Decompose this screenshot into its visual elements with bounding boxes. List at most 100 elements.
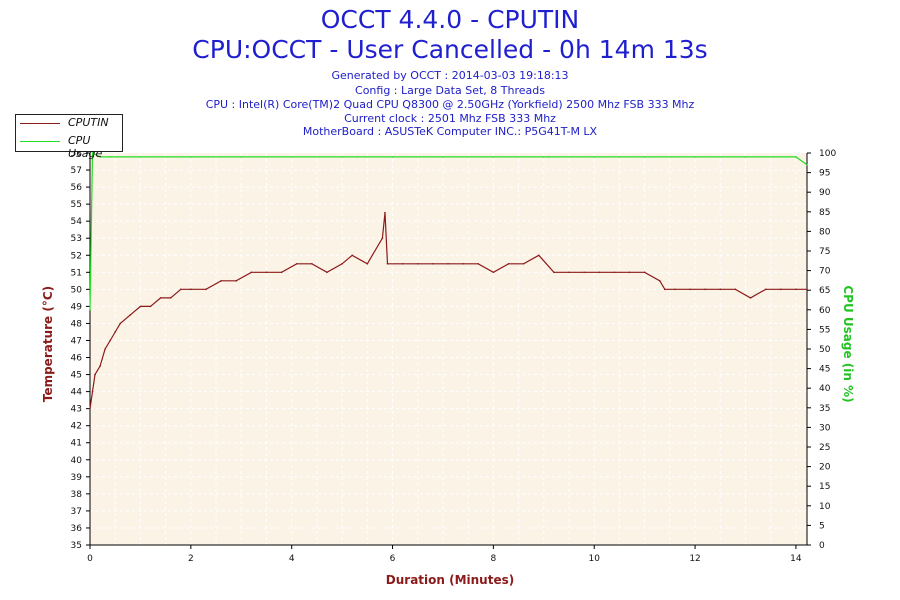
series-line-cpu-usage-point: [341, 156, 343, 158]
info-generated: Generated by OCCT : 2014-03-03 19:18:13: [331, 69, 569, 82]
series-line-cpu-usage-point: [139, 156, 142, 158]
series-line-cputin-point: [119, 322, 122, 325]
x-tick-label: 2: [188, 554, 194, 564]
y-tick-label-left: 58: [71, 149, 83, 159]
legend-swatch-cpu-usage: [20, 141, 60, 142]
series-line-cputin-point: [719, 288, 722, 291]
y-tick-label-right: 20: [819, 463, 831, 473]
series-line-cpu-usage-point: [618, 156, 621, 158]
series-line-cputin-point: [159, 297, 162, 299]
legend-label-cputin: CPUTIN: [68, 116, 109, 129]
series-line-cputin-point: [220, 280, 222, 282]
y-tick-label-left: 56: [71, 183, 83, 193]
series-line-cputin-point: [477, 262, 480, 265]
series-line-cputin-point: [384, 211, 386, 214]
series-line-cputin-point: [613, 271, 616, 274]
y-tick-label-right: 100: [819, 149, 836, 159]
x-tick-label: 8: [491, 554, 497, 564]
y-tick-label-right: 55: [819, 325, 830, 335]
legend-item-cputin: CPUTIN: [16, 115, 122, 133]
info-config: Config : Large Data Set, 8 Threads: [355, 84, 545, 97]
series-line-cpu-usage-point: [290, 156, 293, 158]
y-tick-label-right: 60: [819, 306, 831, 316]
x-axis-label: Duration (Minutes): [385, 573, 515, 587]
y-tick-label-left: 38: [71, 490, 83, 500]
series-line-cpu-usage-point: [593, 156, 596, 158]
series-line-cputin-point: [779, 288, 782, 291]
y-tick-label-left: 48: [71, 319, 83, 329]
series-line-cputin-point: [250, 271, 253, 274]
series-line-cpu-usage-point: [795, 156, 797, 158]
y-tick-label-left: 51: [71, 268, 82, 278]
series-line-cpu-usage-point: [391, 156, 394, 158]
y-tick-label-left: 46: [71, 354, 83, 364]
y-tick-label-right: 95: [819, 169, 830, 179]
x-tick-label: 4: [289, 554, 295, 564]
y-tick-label-left: 44: [71, 388, 83, 398]
x-tick-label: 10: [588, 554, 600, 564]
series-line-cpu-usage-point: [806, 163, 808, 166]
series-line-cputin-point: [658, 280, 661, 282]
series-line-cputin-point: [643, 271, 646, 274]
series-line-cputin-point: [311, 262, 313, 265]
series-line-cputin-point: [537, 254, 540, 257]
y-tick-label-right: 0: [819, 541, 825, 551]
series-line-cpu-usage-point: [89, 309, 91, 311]
series-line-cputin-point: [628, 271, 631, 274]
series-line-cpu-usage-point: [542, 156, 545, 158]
series-line-cputin-point: [598, 271, 601, 274]
y-axis-label-left: Temperature (°C): [41, 285, 55, 403]
series-line-cputin-point: [179, 288, 182, 291]
series-line-cpu-usage-point: [240, 156, 243, 158]
y-tick-label-left: 45: [71, 371, 82, 381]
y-tick-label-left: 40: [71, 456, 83, 466]
series-line-cputin-point: [432, 262, 434, 265]
series-line-cputin-point: [749, 297, 752, 299]
series-line-cputin-point: [704, 288, 706, 291]
series-line-cputin-point: [795, 288, 797, 291]
x-tick-label: 14: [790, 554, 802, 564]
series-line-cpu-usage-point: [91, 152, 94, 154]
series-line-cputin-point: [139, 305, 142, 308]
series-line-cputin-point: [734, 288, 737, 291]
series-line-cputin-point: [416, 262, 419, 265]
series-line-cputin-point: [522, 262, 525, 265]
series-line-cpu-usage-point: [744, 156, 747, 158]
series-line-cputin-point: [104, 348, 106, 350]
y-axis-label-right: CPU Usage (in %): [841, 285, 855, 403]
series-line-cputin-point: [265, 271, 268, 274]
y-tick-label-right: 80: [819, 227, 831, 237]
series-line-cpu-usage-point: [694, 156, 696, 158]
y-tick-label-left: 57: [71, 166, 82, 176]
y-tick-label-left: 37: [71, 507, 82, 517]
y-tick-label-right: 25: [819, 443, 830, 453]
series-line-cputin-point: [169, 297, 172, 299]
series-line-cputin-point: [492, 271, 495, 274]
y-tick-label-right: 45: [819, 365, 830, 375]
y-tick-label-left: 39: [71, 473, 83, 483]
legend-label-cpu-usage: CPU Usage: [68, 134, 103, 160]
y-tick-label-left: 53: [71, 234, 82, 244]
chart-subtitle: CPU:OCCT - User Cancelled - 0h 14m 13s: [192, 35, 708, 64]
series-line-cputin-point: [401, 262, 404, 265]
y-tick-label-right: 40: [819, 384, 831, 394]
series-line-cputin-point: [568, 271, 570, 274]
series-line-cputin-point: [205, 288, 207, 291]
series-line-cputin-point: [806, 288, 808, 291]
series-line-cputin-point: [99, 365, 101, 367]
y-tick-label-right: 35: [819, 404, 830, 414]
series-line-cputin-point: [129, 314, 132, 316]
series-line-cpu-usage-point: [109, 156, 111, 158]
series-line-cputin-point: [114, 331, 117, 333]
series-line-cputin-point: [381, 237, 384, 240]
series-line-cputin-point: [366, 262, 369, 265]
y-tick-label-left: 52: [71, 251, 82, 261]
y-tick-label-left: 43: [71, 405, 82, 415]
y-tick-label-left: 42: [71, 422, 82, 432]
y-tick-label-right: 70: [819, 267, 831, 277]
y-tick-label-left: 35: [71, 541, 82, 551]
series-line-cputin-point: [149, 305, 152, 308]
series-line-cpu-usage-point: [190, 156, 192, 158]
series-line-cputin-point: [664, 288, 666, 291]
series-line-cputin-point: [674, 288, 676, 291]
